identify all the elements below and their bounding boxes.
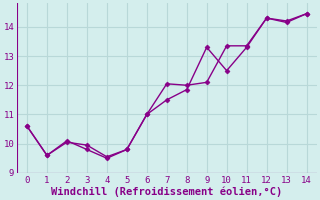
X-axis label: Windchill (Refroidissement éolien,°C): Windchill (Refroidissement éolien,°C) bbox=[51, 186, 282, 197]
